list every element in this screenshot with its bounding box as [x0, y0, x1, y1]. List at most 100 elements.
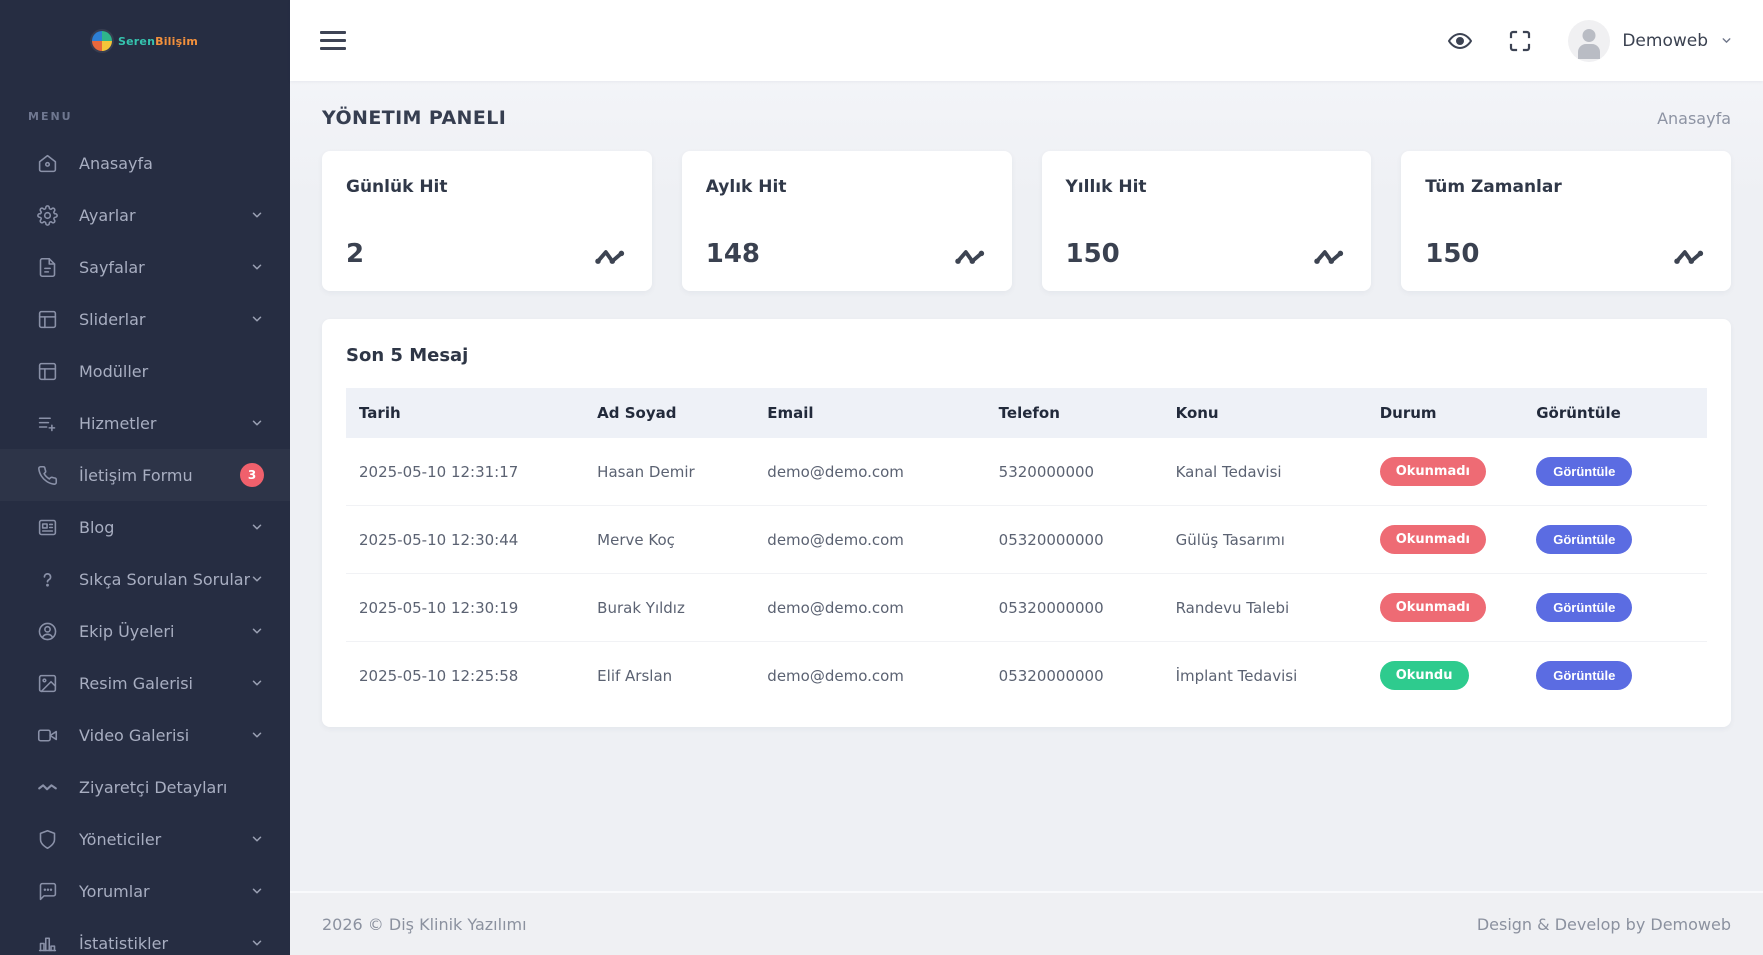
layout-icon	[36, 360, 58, 382]
column-header: Email	[767, 404, 814, 422]
stat-label: Yıllık Hit	[1065, 177, 1147, 197]
view-button[interactable]: Görüntüle	[1536, 525, 1633, 554]
user-icon	[36, 620, 58, 642]
footer-credit: Design & Develop by Demoweb	[1476, 914, 1731, 934]
chevron-down-icon	[250, 832, 264, 846]
sidebar-item-anasayfa[interactable]: Anasayfa	[0, 137, 290, 189]
cell-phone: 5320000000	[998, 462, 1095, 481]
table-row: 2025-05-10 12:30:19 Burak Yıldız demo@demo…	[346, 574, 1707, 642]
gear-icon	[36, 204, 58, 226]
sidebar-item-resim-galerisi[interactable]: Resim Galerisi	[0, 657, 290, 709]
sidebar-item-istatistikler[interactable]: İstatistikler	[0, 917, 290, 955]
chevron-down-icon	[250, 312, 264, 326]
status-badge: Okunmadı	[1379, 457, 1487, 486]
sidebar-item-label: Yorumlar	[79, 881, 150, 901]
cell-action: Görüntüle	[1523, 438, 1707, 506]
cell-date: 2025-05-10 12:30:19	[359, 598, 519, 617]
sidebar-item-sayfalar[interactable]: Sayfalar	[0, 241, 290, 293]
activity-icon	[36, 776, 58, 798]
stat-label: Aylık Hit	[705, 177, 787, 197]
sidebar: SerenBilişim MENU Anasayfa Ayarlar Sayfala…	[0, 0, 290, 955]
stat-card-gunluk-hit: Günlük Hit 2	[322, 151, 652, 291]
sidebar-item-yoneticiler[interactable]: Yöneticiler	[0, 813, 290, 865]
sidebar-menu-label: MENU	[28, 110, 73, 123]
sidebar-item-label: Sıkça Sorulan Sorular	[79, 569, 250, 589]
brand-logo[interactable]: SerenBilişim	[0, 0, 290, 82]
table-row: 2025-05-10 12:30:44 Merve Koç demo@demo.co…	[346, 506, 1707, 574]
eye-icon[interactable]	[1448, 29, 1473, 53]
fullscreen-icon[interactable]	[1508, 29, 1532, 53]
view-button[interactable]: Görüntüle	[1536, 457, 1633, 486]
view-button[interactable]: Görüntüle	[1536, 593, 1633, 622]
sidebar-item-label: İstatistikler	[79, 933, 169, 953]
sidebar-item-video-galerisi[interactable]: Video Galerisi	[0, 709, 290, 761]
stat-value: 2	[346, 239, 365, 269]
sidebar-item-label: Resim Galerisi	[79, 673, 193, 693]
footer-copyright: 2026 © Diş Klinik Yazılımı	[322, 914, 527, 934]
cell-action: Görüntüle	[1523, 574, 1707, 642]
messages-table-head: Tarih Ad Soyad Email Telefon Konu Durum Görünt…	[346, 388, 1707, 438]
sidebar-item-iletisim-formu[interactable]: İletişim Formu 3	[0, 449, 290, 501]
main-area: Demoweb YÖNETIM PANELI Anasayfa Günlük H…	[290, 0, 1763, 955]
sidebar-item-label: İletişim Formu	[79, 465, 193, 485]
stat-label: Günlük Hit	[346, 177, 448, 197]
sidebar-item-blog[interactable]: Blog	[0, 501, 290, 553]
cell-action: Görüntüle	[1523, 506, 1707, 574]
stat-label: Tüm Zamanlar	[1425, 177, 1562, 197]
sidebar-item-ayarlar[interactable]: Ayarlar	[0, 189, 290, 241]
column-header: Telefon	[998, 404, 1060, 422]
menu-toggle-icon[interactable]	[320, 31, 346, 50]
sidebar-item-ekip-uyeleri[interactable]: Ekip Üyeleri	[0, 605, 290, 657]
sidebar-item-label: Ekip Üyeleri	[79, 621, 175, 641]
content: YÖNETIM PANELI Anasayfa Günlük Hit 2 Aylık…	[290, 81, 1763, 891]
list-plus-icon	[36, 412, 58, 434]
cell-phone: 05320000000	[998, 598, 1104, 617]
shield-icon	[36, 828, 58, 850]
stat-card-aylik-hit: Aylık Hit 148	[681, 151, 1012, 291]
sidebar-item-label: Video Galerisi	[79, 725, 190, 745]
sidebar-item-label: Sayfalar	[79, 257, 145, 277]
brand-logo-text: SerenBilişim	[118, 34, 198, 48]
sidebar-item-sikca-sorulan-sorular[interactable]: Sıkça Sorulan Sorular	[0, 553, 290, 605]
sidebar-item-hizmetler[interactable]: Hizmetler	[0, 397, 290, 449]
sidebar-item-sliderlar[interactable]: Sliderlar	[0, 293, 290, 345]
sparkline-icon	[1673, 243, 1707, 269]
cell-email: demo@demo.com	[767, 598, 904, 617]
sidebar-item-ziyaretci-detaylari[interactable]: Ziyaretçi Detayları	[0, 761, 290, 813]
cell-name: Elif Arslan	[597, 666, 673, 685]
cell-email: demo@demo.com	[767, 530, 904, 549]
sidebar-item-label: Anasayfa	[79, 153, 153, 173]
sidebar-item-label: Sliderlar	[79, 309, 146, 329]
cell-phone: 05320000000	[998, 530, 1104, 549]
sparkline-icon	[954, 243, 988, 269]
breadcrumb[interactable]: Anasayfa	[1657, 108, 1731, 128]
stat-card-yillik-hit: Yıllık Hit 150	[1041, 151, 1372, 291]
sparkline-icon	[594, 243, 628, 269]
column-header: Tarih	[359, 404, 401, 422]
cell-status: Okunmadı	[1367, 574, 1524, 642]
sidebar-item-moduller[interactable]: Modüller	[0, 345, 290, 397]
page-title: YÖNETIM PANELI	[322, 107, 507, 129]
sidebar-item-label: Ziyaretçi Detayları	[79, 777, 228, 797]
image-icon	[36, 672, 58, 694]
chart-icon	[36, 932, 58, 954]
chevron-down-icon	[1720, 34, 1733, 47]
sidebar-item-label: Modüller	[79, 361, 149, 381]
question-icon	[36, 568, 58, 590]
cell-name: Burak Yıldız	[597, 598, 685, 617]
column-header: Konu	[1175, 404, 1219, 422]
view-button[interactable]: Görüntüle	[1536, 661, 1633, 690]
table-row: 2025-05-10 12:31:17 Hasan Demir demo@demo.…	[346, 438, 1707, 506]
chevron-down-icon	[250, 416, 264, 430]
cell-status: Okunmadı	[1367, 506, 1524, 574]
messages-title: Son 5 Mesaj	[346, 345, 469, 366]
chevron-down-icon	[250, 624, 264, 638]
user-name: Demoweb	[1622, 30, 1708, 51]
column-header: Durum	[1379, 404, 1437, 422]
stat-card-tum-zamanlar: Tüm Zamanlar 150	[1401, 151, 1731, 291]
stat-cards: Günlük Hit 2 Aylık Hit 148 Yıllık Hit 150 Tüm …	[322, 151, 1731, 291]
sidebar-item-yorumlar[interactable]: Yorumlar	[0, 865, 290, 917]
home-icon	[36, 152, 58, 174]
user-menu[interactable]: Demoweb	[1568, 19, 1733, 62]
